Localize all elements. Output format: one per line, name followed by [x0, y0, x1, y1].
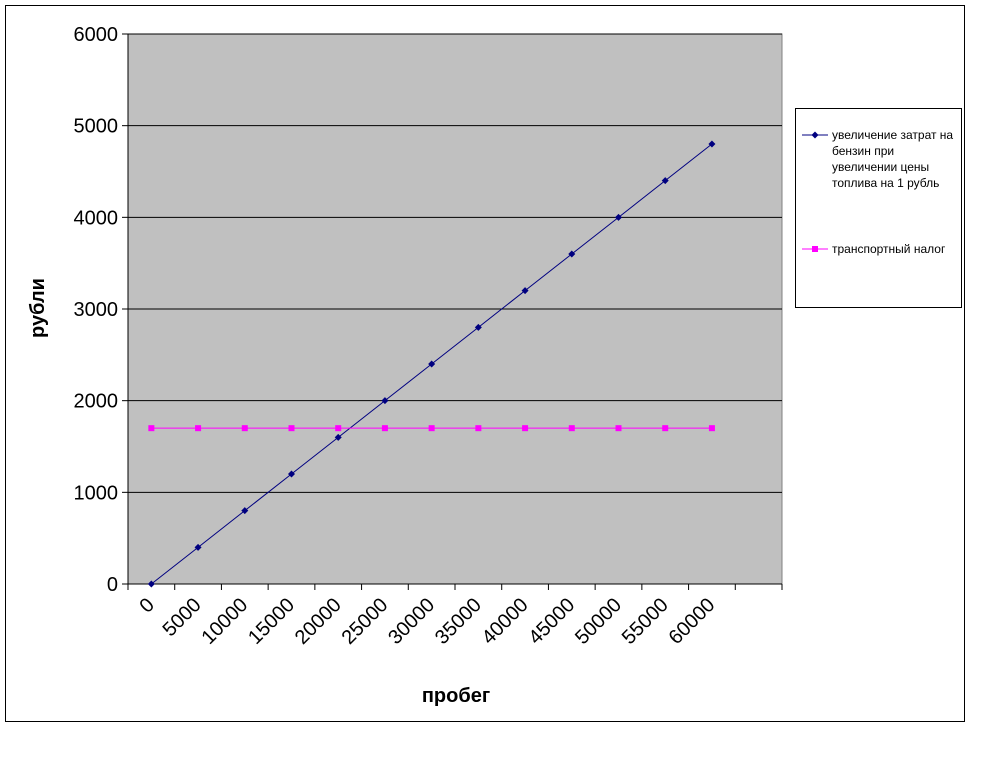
y-tick-label: 1000: [74, 482, 119, 504]
marker: [335, 425, 342, 432]
marker: [812, 246, 818, 252]
marker: [381, 397, 389, 405]
marker: [662, 425, 669, 432]
marker: [428, 360, 436, 368]
marker: [147, 580, 155, 588]
y-tick-label: 0: [107, 574, 118, 596]
marker: [615, 213, 622, 221]
legend-label: транспортный налог: [832, 242, 946, 256]
legend: [795, 108, 962, 308]
marker: [568, 250, 576, 258]
marker: [708, 140, 716, 148]
y-tick-label: 5000: [74, 116, 119, 138]
marker: [521, 287, 529, 295]
marker: [661, 177, 669, 185]
marker: [381, 425, 388, 432]
marker: [288, 470, 295, 478]
x-axis-label: пробег: [422, 685, 490, 707]
marker: [568, 425, 575, 432]
y-tick-label: 4000: [74, 207, 119, 229]
marker: [522, 425, 529, 432]
marker: [811, 131, 819, 139]
y-tick-label: 2000: [74, 391, 119, 413]
marker: [428, 425, 435, 432]
marker: [334, 433, 342, 441]
marker: [474, 323, 482, 331]
y-axis-label: рубли: [27, 278, 49, 338]
marker: [148, 425, 155, 432]
y-tick-label: 3000: [74, 299, 119, 321]
marker: [288, 425, 295, 432]
marker: [195, 425, 202, 432]
marker: [194, 543, 202, 551]
marker: [475, 425, 482, 432]
marker: [615, 425, 622, 432]
marker: [241, 507, 249, 515]
marker: [241, 425, 248, 432]
legend-label: увеличение затрат на бензин при увеличен…: [832, 128, 956, 190]
y-tick-label: 6000: [74, 24, 119, 46]
marker: [708, 425, 715, 432]
